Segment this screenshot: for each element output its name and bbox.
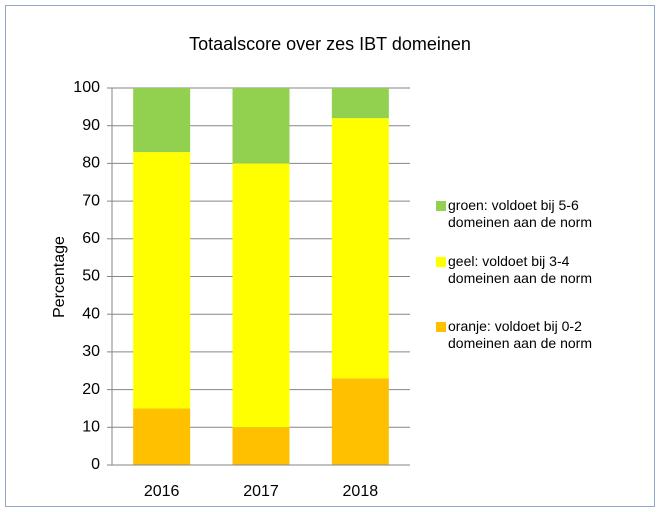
bar-segment — [232, 88, 290, 164]
legend-entry: geel: voldoet bij 3-4 domeinen aan de no… — [436, 253, 620, 287]
y-tick-label: 70 — [82, 192, 100, 209]
y-axis-label: Percentage — [51, 236, 68, 318]
chart-border — [5, 5, 655, 507]
y-tick-label: 60 — [82, 230, 100, 247]
y-tick-label: 80 — [82, 155, 100, 172]
bar-segment — [133, 408, 191, 465]
bar-segment — [331, 378, 389, 465]
legend-label: groen: voldoet bij 5-6 domeinen aan de n… — [448, 197, 592, 230]
y-tick-label: 90 — [82, 117, 100, 134]
legend-swatch — [436, 257, 446, 267]
y-tick-label: 50 — [82, 268, 100, 285]
y-tick-label: 30 — [82, 343, 100, 360]
bar-segment — [133, 88, 191, 153]
y-tick-label: 20 — [82, 381, 100, 398]
chart-title: Totaalscore over zes IBT domeinen — [189, 34, 471, 54]
x-tick-label: 2017 — [243, 483, 279, 500]
legend-entry: oranje: voldoet bij 0-2 domeinen aan de … — [436, 318, 620, 352]
bar-segment — [331, 118, 389, 379]
legend-swatch — [436, 322, 446, 332]
bar-segment — [133, 152, 191, 409]
legend-entry: groen: voldoet bij 5-6 domeinen aan de n… — [436, 197, 620, 231]
legend-swatch — [436, 201, 446, 211]
y-tick-label: 0 — [91, 456, 100, 473]
bar-segment — [232, 427, 290, 465]
x-tick-label: 2018 — [343, 483, 379, 500]
x-tick-label: 2016 — [144, 483, 180, 500]
legend-label: geel: voldoet bij 3-4 domeinen aan de no… — [448, 253, 592, 286]
bar-segment — [331, 88, 389, 119]
legend-label: oranje: voldoet bij 0-2 domeinen aan de … — [448, 318, 592, 351]
y-tick-label: 40 — [82, 305, 100, 322]
y-tick-label: 10 — [82, 419, 100, 436]
y-tick-label: 100 — [73, 79, 100, 96]
bar-segment — [232, 163, 290, 428]
